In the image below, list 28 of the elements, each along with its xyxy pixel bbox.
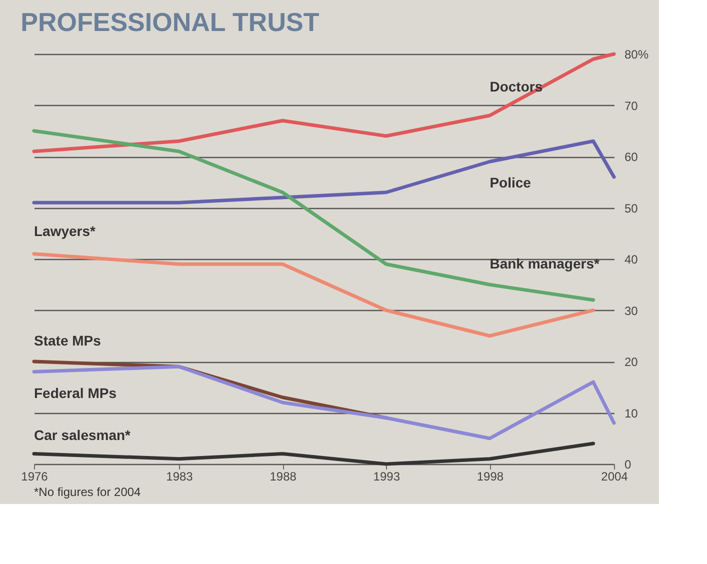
line-series	[32, 52, 616, 154]
text: *No figures for 2004	[34, 485, 142, 499]
y-tick-label: 10	[624, 406, 638, 420]
series-label: Bank managers*	[490, 256, 600, 272]
x-tick-label: 1993	[373, 470, 400, 484]
y-tick-label: 0	[624, 458, 632, 472]
x-tick-label: 1976	[21, 470, 48, 484]
series-label: Police	[490, 174, 532, 191]
series-label: Lawyers*	[34, 222, 96, 239]
y-tick-label: 30	[624, 304, 638, 318]
series-label: Doctors	[490, 78, 543, 94]
x-tick-label: 2004	[601, 470, 628, 484]
y-tick-label: 80%	[624, 48, 649, 62]
x-tick-label: 1988	[270, 470, 297, 484]
y-tick-label: 50	[624, 201, 638, 216]
y-tick-label: 20	[624, 355, 638, 369]
x-tick-label: 1983	[166, 470, 194, 484]
y-tick-label: 60	[624, 150, 638, 164]
line-series	[32, 364, 616, 440]
y-tick-label: 70	[624, 98, 638, 113]
line-series	[32, 442, 596, 466]
series-label: State MPs	[34, 332, 102, 348]
line-series	[32, 139, 616, 204]
chart-title: PROFESSIONAL TRUST	[20, 7, 320, 37]
y-tick-label: 40	[624, 252, 638, 266]
series-label: Federal MPs	[34, 384, 117, 401]
series-label: Car salesman*	[34, 426, 132, 443]
x-tick-label: 1998	[476, 470, 504, 484]
